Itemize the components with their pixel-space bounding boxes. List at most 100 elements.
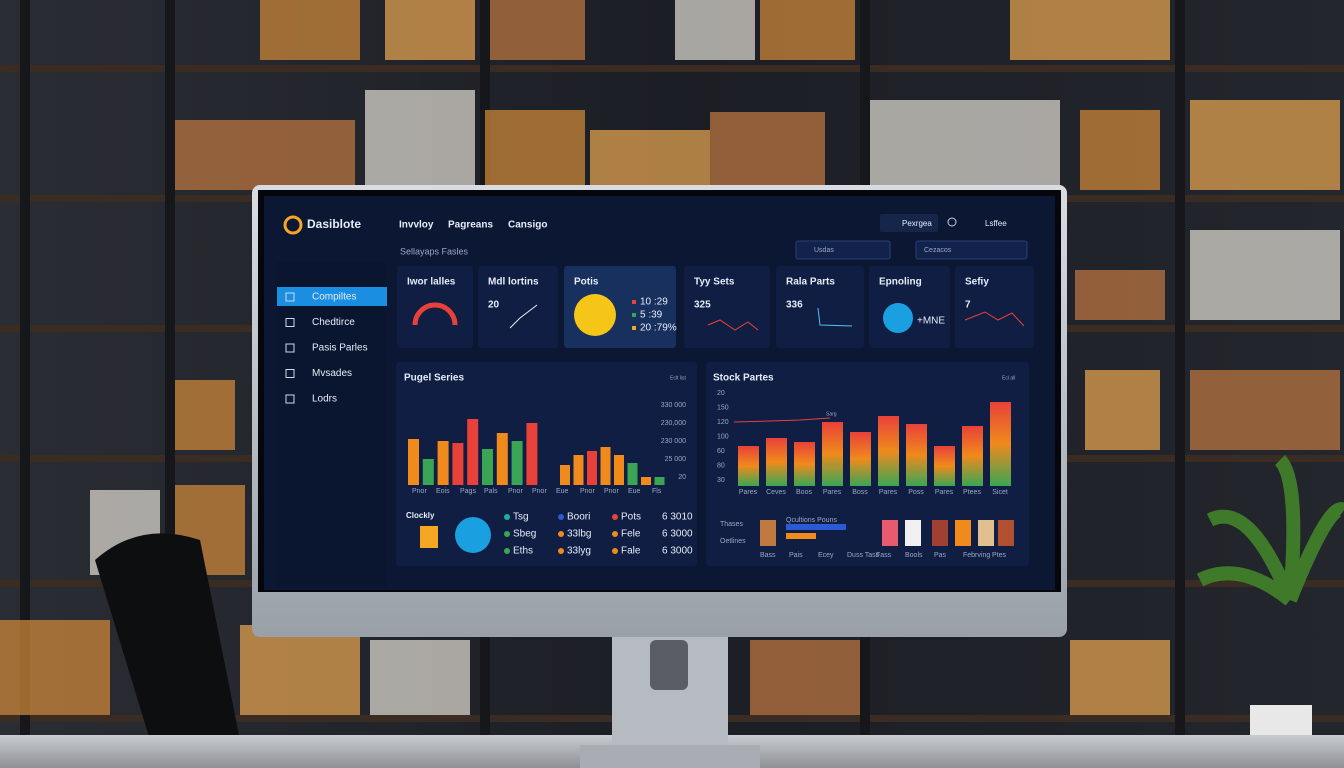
x-label: Poss [908, 489, 924, 496]
legend-item: Sbeg [513, 529, 536, 540]
thumb [955, 520, 971, 546]
axis-label: 20 [678, 474, 686, 481]
bar [878, 416, 899, 486]
sidebar-icon[interactable] [285, 318, 295, 327]
panel-title: Pugel Series [404, 373, 464, 384]
box [760, 0, 855, 60]
thumb [978, 520, 994, 546]
sidebar-item[interactable]: Chedtirce [312, 317, 355, 328]
button[interactable]: Pexrgea [902, 219, 932, 228]
sidebar-icon[interactable] [285, 369, 295, 378]
search-box[interactable] [795, 240, 891, 260]
box [175, 120, 355, 190]
box [1080, 110, 1160, 190]
row-label: Oetlines [720, 538, 746, 545]
legend-dot [612, 531, 618, 537]
bar [614, 455, 624, 485]
box [365, 90, 475, 190]
x-label: Pares [935, 489, 954, 496]
bar [482, 449, 493, 485]
filter-text[interactable]: Cezacos [924, 247, 952, 254]
user[interactable]: Lsffee [985, 219, 1007, 228]
legend-item: Fale [621, 546, 641, 557]
thumb [882, 520, 898, 546]
kpi-card [478, 266, 558, 348]
bar [587, 451, 597, 485]
x-label: Boos [796, 489, 812, 496]
kpi-title: Mdl lortins [488, 277, 539, 288]
thumb [420, 526, 438, 548]
sidebar-icon[interactable] [285, 394, 295, 404]
progress [786, 533, 816, 539]
box [370, 640, 470, 715]
x-label: Pnor [532, 488, 547, 495]
thumb [932, 520, 948, 546]
panel-link[interactable]: Eclt list [670, 375, 686, 381]
bar [437, 441, 449, 485]
thumb [998, 520, 1014, 546]
bar [990, 402, 1011, 486]
axis-label: 230,000 [661, 420, 686, 427]
button-bg[interactable] [880, 214, 938, 232]
kpi-title: Tyy Sets [694, 277, 735, 288]
kpi-value: 325 [694, 300, 711, 311]
box [675, 0, 755, 60]
bar [641, 477, 651, 485]
box [240, 625, 360, 715]
nav-item[interactable]: Pagreans [448, 220, 493, 231]
nav-item[interactable]: Cansigo [508, 220, 547, 231]
bar [600, 447, 611, 485]
sidebar-item[interactable]: Pasis Parles [312, 343, 368, 354]
axis-label: 230 000 [661, 438, 686, 445]
kpi-title: Epnoling [879, 277, 922, 288]
nav-item[interactable]: Invvloy [399, 220, 434, 231]
sidebar-item[interactable]: Mvsades [312, 368, 352, 379]
axis-label: 80 [717, 462, 725, 469]
thumb [905, 520, 921, 546]
x-label: Eue [628, 488, 641, 495]
x-label: Pnor [604, 488, 619, 495]
legend-item: Tsg [513, 512, 529, 523]
legend-item: 6 3010 [662, 512, 693, 523]
thumb-label: Ptes [992, 552, 1007, 559]
thumb-label: Pais [789, 552, 803, 559]
charts: 330 000 230,000 230 000 25 000 20 Pnor Eois Pag… [408, 390, 1014, 559]
bar [408, 439, 419, 485]
bar [850, 432, 871, 486]
kpi-value: 7 [965, 300, 971, 311]
sidebar-icon[interactable] [285, 343, 295, 353]
bar [962, 426, 983, 486]
box [485, 110, 585, 190]
sidebar-item[interactable]: Lodrs [312, 394, 337, 405]
search-text[interactable]: Usdas [814, 247, 834, 254]
filter-box[interactable] [915, 240, 1028, 260]
stat-dot [632, 326, 636, 330]
sidebar-item[interactable]: Compiltes [312, 292, 356, 303]
kpi-note: +MNE [917, 316, 945, 327]
search-icon[interactable] [947, 217, 957, 227]
box [490, 0, 585, 60]
x-label: Pags [460, 488, 476, 495]
bar [654, 477, 665, 485]
legend-title: Clockly [406, 511, 435, 520]
bar [452, 443, 464, 485]
bar [934, 446, 955, 486]
kpi-stat: 20 :79% [640, 323, 677, 334]
x-label: Eue [556, 488, 569, 495]
axis-label: 120 [717, 419, 729, 426]
box [0, 620, 110, 715]
bar [496, 433, 508, 485]
bar [738, 446, 759, 486]
panel-link[interactable]: Ecl all [1002, 375, 1015, 381]
bar [794, 442, 815, 486]
stat-dot [632, 313, 636, 317]
kpi-title: Iwor lalles [407, 277, 456, 288]
bar [560, 465, 570, 485]
sidebar-icon[interactable] [285, 292, 295, 302]
axis-label: 25 000 [665, 456, 687, 463]
note: Sarg [826, 411, 837, 417]
bar [906, 424, 927, 486]
kpi-card [684, 266, 770, 348]
post [20, 0, 30, 740]
